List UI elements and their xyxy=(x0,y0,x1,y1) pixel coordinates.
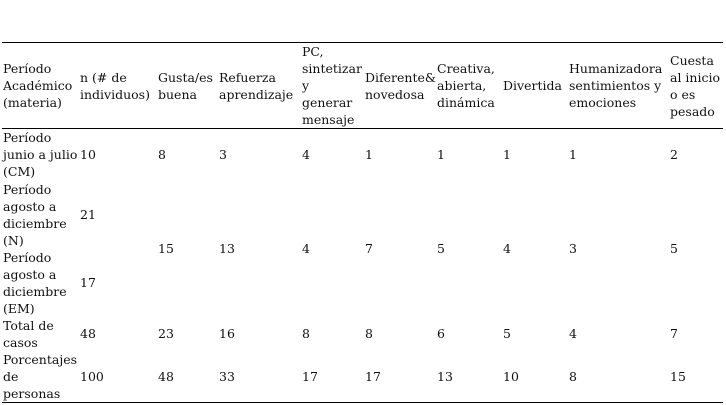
cell: 7 xyxy=(365,241,373,256)
cell: 7 xyxy=(670,326,678,341)
cell: 4 xyxy=(302,147,310,163)
cell: 16 xyxy=(219,326,235,341)
table-body: Período junio a julio (CM) 10 8 3 4 1 1 1 1 2 Perí… xyxy=(2,129,723,402)
header-cell: Creativa, abierta, dinámica xyxy=(437,61,495,110)
cell: 5 xyxy=(503,326,511,341)
table-row: Período agosto a diciembre (EM) 17 xyxy=(2,249,723,317)
results-table: Período Académico (materia) n (# de indiv… xyxy=(2,42,723,403)
cell: 1 xyxy=(365,147,373,163)
cell: 15 xyxy=(670,368,686,384)
header-cell: Cuesta al inicio o es pesado xyxy=(670,52,720,119)
cell: 10 xyxy=(80,147,96,163)
row-label: Período junio a julio (CM) xyxy=(3,130,78,180)
cell: 23 xyxy=(158,326,174,341)
row-label: Porcentajes de personas xyxy=(3,351,78,401)
header-cell: Refuerza aprendizaje xyxy=(219,69,294,102)
cell: 1 xyxy=(503,147,511,163)
header-cell: Período Académico (materia) xyxy=(3,61,73,110)
cell: 8 xyxy=(365,326,373,341)
header-cell: Divertida xyxy=(503,78,562,93)
cell: 2 xyxy=(670,147,678,163)
cell: 17 xyxy=(365,368,381,384)
cell: 5 xyxy=(437,241,445,256)
cell: 10 xyxy=(503,368,519,384)
cell: 4 xyxy=(503,241,511,256)
header-cell: Gusta/es buena xyxy=(158,69,213,102)
cell: 3 xyxy=(569,241,577,256)
cell: 1 xyxy=(569,147,577,163)
header-cell: Humanizadora sentimientos y emociones xyxy=(569,61,663,110)
cell: 13 xyxy=(219,241,235,256)
header-cell: n (# de individuos) xyxy=(80,69,150,102)
cell: 1 xyxy=(437,147,445,163)
table-row: Total de casos 48 23 16 8 8 6 5 4 7 xyxy=(2,317,723,351)
header-cell: Diferente& novedosa xyxy=(365,69,437,102)
cell: 6 xyxy=(437,326,445,341)
header-row: Período Académico (materia) n (# de indiv… xyxy=(2,42,723,129)
cell: 3 xyxy=(219,147,227,163)
cell: 17 xyxy=(80,275,96,290)
cell: 48 xyxy=(80,326,96,341)
cell: 8 xyxy=(569,368,577,384)
cell: 8 xyxy=(302,326,310,341)
table-row: Porcentajes de personas 100 48 33 17 17 13 10 8 1… xyxy=(2,351,723,402)
cell: 15 xyxy=(158,241,174,256)
cell: 5 xyxy=(670,241,678,256)
cell: 100 xyxy=(80,368,104,384)
table-row: Período agosto a diciembre (N) 21 15 13 4 7 5 4… xyxy=(2,181,723,257)
row-label: Total de casos xyxy=(3,317,54,350)
cell: 4 xyxy=(569,326,577,341)
cell: 48 xyxy=(158,368,174,384)
cell: 4 xyxy=(302,241,310,256)
cell: 17 xyxy=(302,368,318,384)
header-cell: PC, sintetizar y generar mensaje xyxy=(302,44,362,127)
row-label: Período agosto a diciembre (EM) xyxy=(3,249,67,316)
cell: 8 xyxy=(158,147,166,163)
cell: 13 xyxy=(437,368,453,384)
row-label: Período agosto a diciembre (N) xyxy=(3,181,67,248)
cell: 21 xyxy=(80,207,96,222)
table-row: Período junio a julio (CM) 10 8 3 4 1 1 1 1 2 xyxy=(2,129,723,181)
cell: 33 xyxy=(219,368,235,384)
